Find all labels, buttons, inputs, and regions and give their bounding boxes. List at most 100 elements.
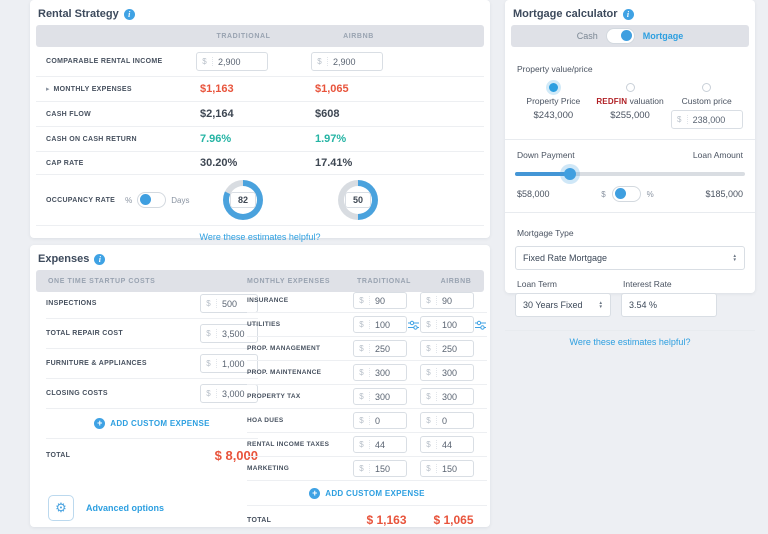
hoa-dues-traditional-input[interactable] xyxy=(370,415,406,426)
inspections-input-box: $ xyxy=(200,294,258,313)
startup-costs-section: INSPECTIONS $ TOTAL REPAIR COST $ FURNIT… xyxy=(46,289,258,471)
utilities-traditional-input[interactable] xyxy=(370,319,406,330)
inspections-input[interactable] xyxy=(217,298,257,309)
cap-rate-traditional-value: 30.20% xyxy=(200,157,238,169)
row-label: CAP RATE xyxy=(46,159,84,167)
info-icon[interactable]: i xyxy=(94,253,106,265)
down-payment-label: Down Payment xyxy=(517,150,575,160)
row-label: RENTAL INCOME TAXES xyxy=(247,441,330,448)
row-label: COMPARABLE RENTAL INCOME xyxy=(46,58,163,65)
prop-management-traditional-input[interactable] xyxy=(370,343,406,354)
cash-toggle-label[interactable]: Cash xyxy=(576,31,598,41)
occupancy-traditional-input[interactable]: 82 xyxy=(230,192,256,208)
utilities-airbnb-input[interactable] xyxy=(437,319,473,330)
row-label: CASH ON CASH RETURN xyxy=(46,135,137,143)
toggle-knob xyxy=(620,29,632,41)
occupancy-airbnb-input[interactable]: 50 xyxy=(345,192,371,208)
rental-income-traditional-input[interactable] xyxy=(213,56,267,67)
row-label: HOA DUES xyxy=(247,417,284,424)
currency-prefix: $ xyxy=(312,57,328,66)
add-custom-startup-expense-button[interactable]: + ADD CUSTOM EXPENSE xyxy=(46,409,258,438)
marketing-airbnb-input[interactable] xyxy=(437,463,473,474)
property-tax-airbnb-input[interactable] xyxy=(437,391,473,402)
sliders-icon[interactable] xyxy=(474,320,487,330)
percent-unit-label: % xyxy=(646,189,654,199)
down-payment-unit-toggle[interactable] xyxy=(611,186,641,202)
loan-term-select[interactable]: 30 Years Fixed ▲ ▼ xyxy=(515,293,611,317)
column-header-airbnb: AIRBNB xyxy=(343,32,374,40)
rental-income-taxes-airbnb-box: $ xyxy=(420,436,474,453)
property-price-radio[interactable] xyxy=(548,83,558,92)
rental-income-airbnb-input[interactable] xyxy=(328,56,382,67)
table-row-monthly-expenses[interactable]: ▸ MONTHLY EXPENSES $1,163 $1,065 xyxy=(36,77,484,102)
mortgage-toggle-label[interactable]: Mortgage xyxy=(642,31,684,41)
days-unit-label: Days xyxy=(171,195,190,205)
prop-maintenance-traditional-input[interactable] xyxy=(370,367,406,378)
redfin-valuation-radio[interactable] xyxy=(625,83,635,92)
add-custom-monthly-expense-button[interactable]: + ADD CUSTOM EXPENSE xyxy=(247,481,487,505)
select-arrows-icon: ▲ ▼ xyxy=(732,253,737,262)
row-label: CLOSING COSTS xyxy=(46,390,108,397)
info-icon[interactable]: i xyxy=(123,8,135,20)
down-payment-slider-knob[interactable] xyxy=(564,168,577,180)
currency-prefix: $ xyxy=(354,368,370,377)
property-tax-traditional-input[interactable] xyxy=(370,391,406,402)
loan-term-value: 30 Years Fixed xyxy=(523,300,583,310)
row-label: FURNITURE & APPLIANCES xyxy=(46,360,147,367)
table-row: PROP. MAINTENANCE $ $ xyxy=(247,361,487,385)
insurance-airbnb-input[interactable] xyxy=(437,295,473,306)
monthly-expenses-airbnb-value: $1,065 xyxy=(315,83,349,95)
estimates-helpful-link[interactable]: Were these estimates helpful? xyxy=(569,337,691,347)
hoa-dues-airbnb-input[interactable] xyxy=(437,415,473,426)
currency-prefix: $ xyxy=(201,299,217,308)
furniture-input-box: $ xyxy=(200,354,258,373)
table-row: CASH FLOW $2,164 $608 xyxy=(36,102,484,127)
insurance-traditional-input[interactable] xyxy=(370,295,406,306)
prop-management-airbnb-input[interactable] xyxy=(437,343,473,354)
advanced-options-button[interactable]: ⚙ Advanced options xyxy=(48,495,164,521)
cash-mortgage-toggle[interactable] xyxy=(605,28,635,44)
startup-total-value: $ 8,000 xyxy=(214,447,258,463)
furniture-input[interactable] xyxy=(217,358,257,369)
marketing-traditional-input[interactable] xyxy=(370,463,406,474)
currency-prefix: $ xyxy=(197,57,213,66)
currency-prefix: $ xyxy=(354,440,370,449)
prop-maintenance-airbnb-input[interactable] xyxy=(437,367,473,378)
rental-income-airbnb-input-box: $ xyxy=(311,52,383,71)
startup-total-row: TOTAL $ 8,000 xyxy=(46,438,258,471)
property-price-value: $243,000 xyxy=(533,110,574,121)
mortgage-type-select[interactable]: Fixed Rate Mortgage ▲ ▼ xyxy=(515,246,745,270)
insurance-traditional-box: $ xyxy=(353,292,407,309)
currency-prefix: $ xyxy=(354,416,370,425)
currency-prefix: $ xyxy=(672,115,688,124)
add-custom-expense-label: ADD CUSTOM EXPENSE xyxy=(325,488,425,498)
property-tax-traditional-box: $ xyxy=(353,388,407,405)
dollar-unit-label: $ xyxy=(601,189,606,199)
interest-rate-input[interactable] xyxy=(629,300,709,310)
custom-price-radio[interactable] xyxy=(702,83,712,92)
currency-prefix: $ xyxy=(354,464,370,473)
down-payment-amount: $58,000 xyxy=(517,189,550,199)
occupancy-unit-toggle[interactable] xyxy=(137,192,167,208)
occupancy-rate-row: OCCUPANCY RATE % Days 82 50 xyxy=(36,175,484,226)
rental-income-taxes-airbnb-input[interactable] xyxy=(437,439,473,450)
hoa-dues-traditional-box: $ xyxy=(353,412,407,429)
toggle-knob xyxy=(614,187,626,199)
custom-price-input[interactable] xyxy=(687,114,742,125)
redfin-valuation-option: REDFIN valuation $255,000 xyxy=(592,83,669,129)
cash-mortgage-toggle-bar: Cash Mortgage xyxy=(511,25,749,47)
rental-income-taxes-traditional-input[interactable] xyxy=(370,439,406,450)
info-icon[interactable]: i xyxy=(622,8,634,20)
estimates-helpful-link[interactable]: Were these estimates helpful? xyxy=(199,231,321,242)
expand-caret-icon[interactable]: ▸ xyxy=(46,86,50,93)
table-row: PROP. MANAGEMENT $ $ xyxy=(247,337,487,361)
rental-strategy-title-text: Rental Strategy xyxy=(38,8,119,20)
redfin-valuation-value: $255,000 xyxy=(610,110,650,121)
down-payment-slider[interactable] xyxy=(515,168,745,180)
repair-cost-input[interactable] xyxy=(217,328,257,339)
closing-costs-input[interactable] xyxy=(217,388,257,399)
rental-income-traditional-input-box: $ xyxy=(196,52,268,71)
sliders-icon[interactable] xyxy=(407,320,420,330)
currency-prefix: $ xyxy=(201,359,217,368)
prop-maintenance-airbnb-box: $ xyxy=(420,364,474,381)
